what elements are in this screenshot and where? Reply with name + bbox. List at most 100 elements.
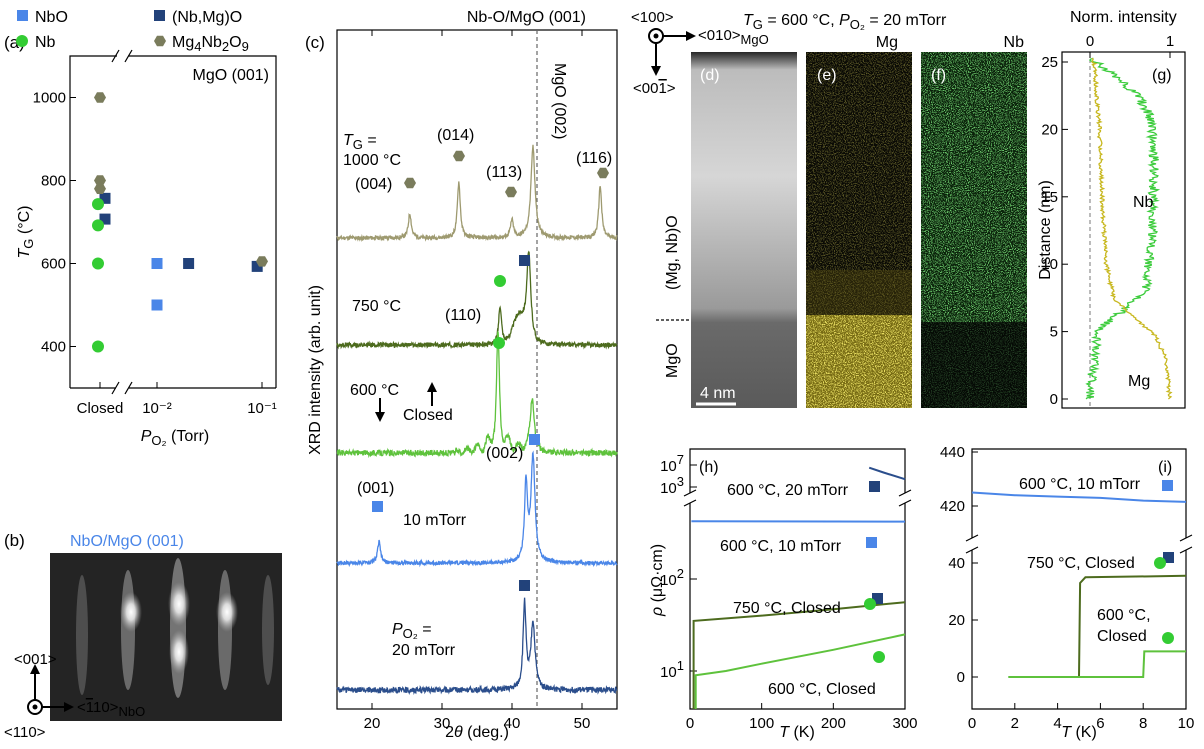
h-ytick-label: 101 xyxy=(660,658,684,681)
g-curve-Nb xyxy=(1086,58,1159,399)
peak-label-014: (014) xyxy=(437,127,474,144)
c-xtick-label: 50 xyxy=(574,715,591,732)
i-ytick-label: 420 xyxy=(940,498,965,515)
h-curve-label-750: 750 °C, Closed xyxy=(733,600,841,617)
panel-c-ylabel: XRD intensity (arb. unit) xyxy=(307,285,324,455)
panels-d-e-f: TG = 600 °C, PO₂ = 20 mTorr <100> <010>M… xyxy=(631,9,1027,408)
h-xtick-label: 100 xyxy=(749,715,774,732)
a-point-Mg4Nb2O9 xyxy=(94,184,106,194)
i-markers xyxy=(1154,480,1174,644)
panel-c-label: (c) xyxy=(305,33,325,52)
a-xtick-closed: Closed xyxy=(77,400,124,417)
panel-g-label: (g) xyxy=(1152,67,1172,84)
a-point-NbO xyxy=(152,300,163,311)
i-xtick-label: 10 xyxy=(1178,715,1195,732)
h-markers xyxy=(864,481,885,663)
panel-h-ylabel: ρ (μΩ·cm) xyxy=(649,544,666,617)
a-point-Nb xyxy=(92,198,104,210)
i-curve-2 xyxy=(1008,651,1186,677)
a-point-NbO xyxy=(152,258,163,269)
i-marker-750-circ xyxy=(1154,557,1166,569)
legend-mg4nb2o9-label: Mg4Nb2O9 xyxy=(172,34,249,54)
h-curve-label-600: 600 °C, Closed xyxy=(768,681,876,698)
marker-hex-116 xyxy=(597,168,609,178)
marker-hex-113 xyxy=(505,187,517,197)
label-f: (f) xyxy=(931,67,946,84)
legend-nb-marker xyxy=(16,35,28,47)
h-marker-10mtorr xyxy=(866,537,877,548)
a-xtick-1e-2: 10⁻² xyxy=(142,400,172,417)
a-ytick-label: 800 xyxy=(41,173,66,190)
peak-label-001: (001) xyxy=(357,480,394,497)
marker-nbmgo-20 xyxy=(519,580,530,591)
panel-a-legend: NbO (Nb,Mg)O Nb Mg4Nb2O9 xyxy=(16,9,249,54)
legend-mg4nb2o9-marker xyxy=(154,36,166,46)
g-ytick-label: 5 xyxy=(1050,324,1058,341)
curve-label-mg: Mg xyxy=(1128,373,1150,390)
h-ytick-label: 103 xyxy=(660,474,684,497)
panel-h-curves xyxy=(691,468,905,709)
i-curve-label-10mtorr: 600 °C, 10 mTorr xyxy=(1019,476,1141,493)
trace-label-1000: TG = xyxy=(343,132,377,152)
trace-label-750: 750 °C xyxy=(352,298,401,315)
g-xtick-label: 0 xyxy=(1086,33,1094,50)
trace-label-20mtorr-b: 20 mTorr xyxy=(392,642,456,659)
g-ytick-label: 0 xyxy=(1050,391,1058,408)
a-ytick-label: 600 xyxy=(41,256,66,273)
peak-label-110: (110) xyxy=(445,307,481,324)
a-point-Mg4Nb2O9 xyxy=(94,92,106,102)
h-marker-750-circ xyxy=(864,598,876,610)
panel-b-title: NbO/MgO (001) xyxy=(70,533,184,550)
panel-a: (a) NbO (Nb,Mg)O Nb Mg4Nb2O9 MgO (001) 4… xyxy=(4,9,277,448)
h-curve-label-20mtorr: 600 °C, 20 mTorr xyxy=(727,482,849,499)
a-xtick-1e-1: 10⁻¹ xyxy=(247,400,277,417)
i-ytick-label: 20 xyxy=(948,612,965,629)
trace-label-1000-b: 1000 °C xyxy=(343,152,401,169)
i-xtick-label: 8 xyxy=(1139,715,1147,732)
b-axis-up: <001> xyxy=(14,651,57,668)
a-ytick-label: 400 xyxy=(41,339,66,356)
i-curve-label-600-a: 600 °C, xyxy=(1097,607,1151,624)
legend-nb-label: Nb xyxy=(35,34,56,51)
a-point-(Nb,Mg)O xyxy=(183,258,194,269)
legend-nbmgo-label: (Nb,Mg)O xyxy=(172,9,242,26)
panel-a-xlabel: PO₂ (Torr) xyxy=(141,428,210,448)
h-ytick-label: 107 xyxy=(660,452,684,475)
i-marker-10mtorr xyxy=(1162,480,1173,491)
h-marker-600 xyxy=(873,651,885,663)
h-curve-label-10mtorr: 600 °C, 10 mTorr xyxy=(720,538,842,555)
i-curve-0 xyxy=(972,493,1186,502)
panel-b-label: (b) xyxy=(4,531,25,550)
closed-label: Closed xyxy=(403,407,453,424)
stem-axis-down: <001> xyxy=(633,80,676,97)
panel-a-xticks: Closed 10⁻² 10⁻¹ xyxy=(77,382,277,417)
i-curve-label-750: 750 °C, Closed xyxy=(1027,555,1135,572)
marker-hex-014 xyxy=(453,151,465,161)
marker-nb-600 xyxy=(493,337,505,349)
panel-h-label: (h) xyxy=(699,459,719,476)
c-xtick-label: 20 xyxy=(364,715,381,732)
i-curve-1 xyxy=(1008,576,1186,677)
panel-c-title: Nb-O/MgO (001) xyxy=(467,9,586,26)
panel-b: (b) NbO/MgO (001) <001> <110>NbO <110> xyxy=(4,531,282,741)
haadf-image xyxy=(691,52,797,408)
marker-hex-004 xyxy=(404,178,416,188)
panel-i-curves xyxy=(972,493,1186,678)
panel-a-points xyxy=(92,92,268,352)
h-xtick-label: 0 xyxy=(686,715,694,732)
substrate-peak-label: MgO (002) xyxy=(551,63,568,139)
peak-label-004: (004) xyxy=(355,176,392,193)
i-ytick-label: 440 xyxy=(940,444,965,461)
i-ytick-label: 40 xyxy=(948,555,965,572)
marker-nbmgo-750 xyxy=(519,255,530,266)
g-ytick-label: 20 xyxy=(1041,121,1058,138)
h-marker-20mtorr xyxy=(869,481,880,492)
a-point-Nb xyxy=(92,341,104,353)
g-curve-Mg xyxy=(1092,58,1171,399)
layer-film-label: (Mg, Nb)O xyxy=(664,215,681,290)
marker-nbo-002 xyxy=(529,434,540,445)
layer-sub-label: MgO xyxy=(664,343,681,378)
